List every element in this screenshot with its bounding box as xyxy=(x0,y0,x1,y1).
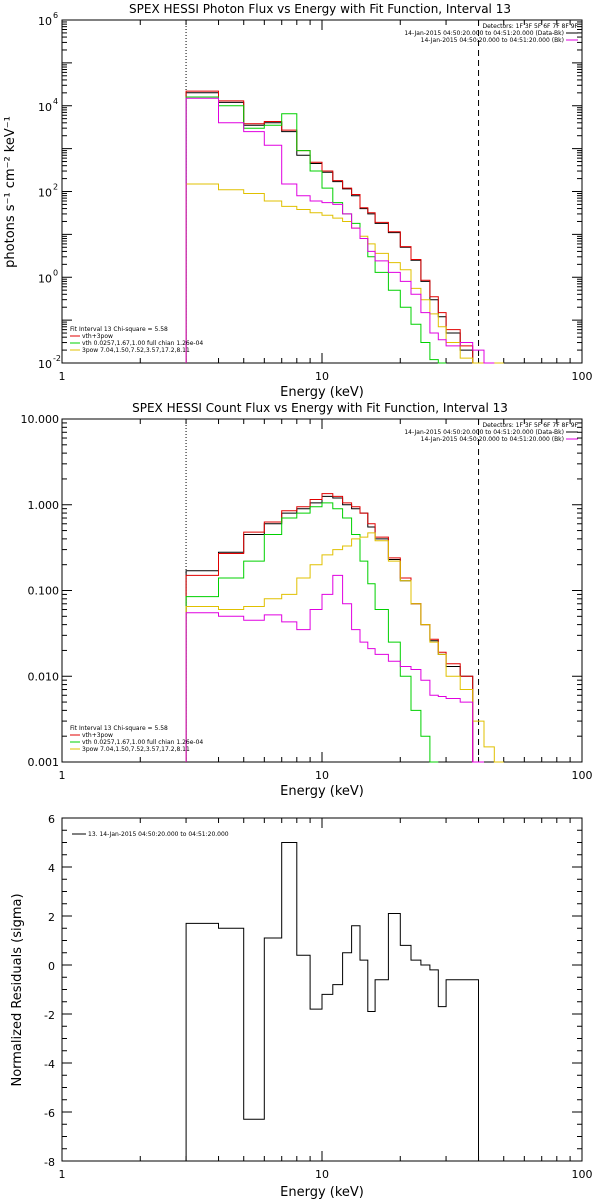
photon-xlabel: Energy (keV) xyxy=(280,385,364,400)
x-tick-label: 10 xyxy=(315,370,329,383)
x-tick-label: 100 xyxy=(572,1168,593,1181)
count-legend: Detectors: 1F 3F 5F 6F 7F 8F 9F14-Jan-20… xyxy=(70,422,579,753)
legend-fit-header: Fit Interval 13 Chi-square = 5.58 xyxy=(70,725,168,732)
y-tick-label: 4 xyxy=(48,862,55,875)
y-tick-label: 10 xyxy=(38,15,52,28)
residuals-panel: Energy (keV) Normalized Residuals (sigma… xyxy=(10,813,593,1200)
x-tick-label: 100 xyxy=(572,769,593,782)
y-tick-label: 10 xyxy=(38,101,52,114)
legend-entry: 13. 14-Jan-2015 04:50:20.000 to 04:51:20… xyxy=(88,831,229,838)
legend-entry: vth+3pow xyxy=(82,732,113,739)
y-tick-exponent: 2 xyxy=(53,183,58,192)
residuals-legend: 13. 14-Jan-2015 04:50:20.000 to 04:51:20… xyxy=(72,831,229,838)
series-vth-3pow xyxy=(185,90,495,364)
photon-title: SPEX HESSI Photon Flux vs Energy with Fi… xyxy=(129,2,511,16)
count-xlabel: Energy (keV) xyxy=(280,784,364,799)
legend-fit-header: Fit Interval 13 Chi-square = 5.58 xyxy=(70,326,168,333)
legend-entry: 14-Jan-2015 04:50:20.000 to 04:51:20.000… xyxy=(404,429,564,436)
legend-entry: 14-Jan-2015 04:50:20.000 to 04:51:20.000… xyxy=(404,30,564,37)
count-title: SPEX HESSI Count Flux vs Energy with Fit… xyxy=(132,401,508,415)
series-3pow xyxy=(185,532,504,763)
legend-entry: vth 0.0257,1.67,1.00 full chian 1.26e-04 xyxy=(82,739,203,746)
residuals-plot-frame xyxy=(61,817,583,1162)
series-vth xyxy=(185,502,439,763)
y-tick-label: 2 xyxy=(48,911,55,924)
y-tick-label: 1.000 xyxy=(28,499,60,512)
legend-entry: vth+3pow xyxy=(82,333,113,340)
y-tick-label: -6 xyxy=(44,1107,55,1120)
series-3pow xyxy=(185,183,504,364)
legend-detectors: Detectors: 1F 3F 5F 6F 7F 8F 9F xyxy=(482,422,578,429)
x-tick-label: 1 xyxy=(59,1168,66,1181)
series-data xyxy=(185,92,484,364)
y-tick-label: -8 xyxy=(44,1156,55,1169)
residuals-series xyxy=(185,842,479,1161)
y-tick-label: 0.100 xyxy=(28,585,60,598)
series-vth-3pow xyxy=(185,493,484,763)
x-tick-label: 1 xyxy=(59,769,66,782)
y-tick-label: -4 xyxy=(44,1058,55,1071)
y-tick-label: 6 xyxy=(48,813,55,826)
photon-flux-panel: SPEX HESSI Photon Flux vs Energy with Fi… xyxy=(3,2,593,400)
x-tick-label: 100 xyxy=(572,370,593,383)
y-tick-exponent: 6 xyxy=(53,11,58,20)
legend-entry: 3pow 7.04,1.50,7.52,3.57,17.2,8.11 xyxy=(82,746,190,753)
series-data xyxy=(185,495,484,763)
count-flux-panel: SPEX HESSI Count Flux vs Energy with Fit… xyxy=(21,401,593,799)
photon-ylabel: photons s⁻¹ cm⁻² keV⁻¹ xyxy=(3,116,18,268)
series-bk xyxy=(185,574,484,763)
y-tick-label: -2 xyxy=(44,1009,55,1022)
residuals-xlabel: Energy (keV) xyxy=(280,1185,364,1200)
x-tick-label: 10 xyxy=(315,769,329,782)
y-tick-exponent: 0 xyxy=(53,268,58,277)
y-tick-label: 10 xyxy=(38,272,52,285)
residuals-ylabel: Normalized Residuals (sigma) xyxy=(10,893,25,1086)
residuals-axes: 1 10 100 -8 -6 -4 -2 0 2 4 6 xyxy=(44,813,592,1181)
series-vth xyxy=(185,96,447,364)
count-plot-frame xyxy=(61,418,583,763)
y-tick-label: 10 xyxy=(38,187,52,200)
photon-plot-frame xyxy=(61,19,583,364)
legend-entry: 14-Jan-2015 04:50:20.000 to 04:51:20.000… xyxy=(421,436,564,443)
legend-entry: 14-Jan-2015 04:50:20.000 to 04:51:20.000… xyxy=(421,37,564,44)
count-series xyxy=(185,493,504,763)
photon-series xyxy=(185,90,504,364)
y-tick-label: 0.010 xyxy=(28,670,60,683)
photon-legend: Detectors: 1F 3F 5F 6F 7F 8F 9F14-Jan-20… xyxy=(70,23,579,354)
legend-detectors: Detectors: 1F 3F 5F 6F 7F 8F 9F xyxy=(482,23,578,30)
y-tick-label: 10.000 xyxy=(21,413,60,426)
count-axes: 1 10 100 0.001 0.010 0.100 1.000 10.000 xyxy=(21,413,593,782)
series-13- xyxy=(185,842,479,1161)
y-tick-exponent: 4 xyxy=(53,97,58,106)
y-tick-label: 10 xyxy=(38,358,52,371)
y-tick-label: 0.001 xyxy=(28,756,60,769)
y-tick-exponent: -2 xyxy=(53,354,61,363)
x-tick-label: 10 xyxy=(315,1168,329,1181)
x-tick-label: 1 xyxy=(59,370,66,383)
series-bk xyxy=(185,97,495,364)
y-tick-label: 0 xyxy=(48,960,55,973)
legend-entry: vth 0.0257,1.67,1.00 full chian 1.26e-04 xyxy=(82,340,203,347)
legend-entry: 3pow 7.04,1.50,7.52,3.57,17.2,8.11 xyxy=(82,347,190,354)
